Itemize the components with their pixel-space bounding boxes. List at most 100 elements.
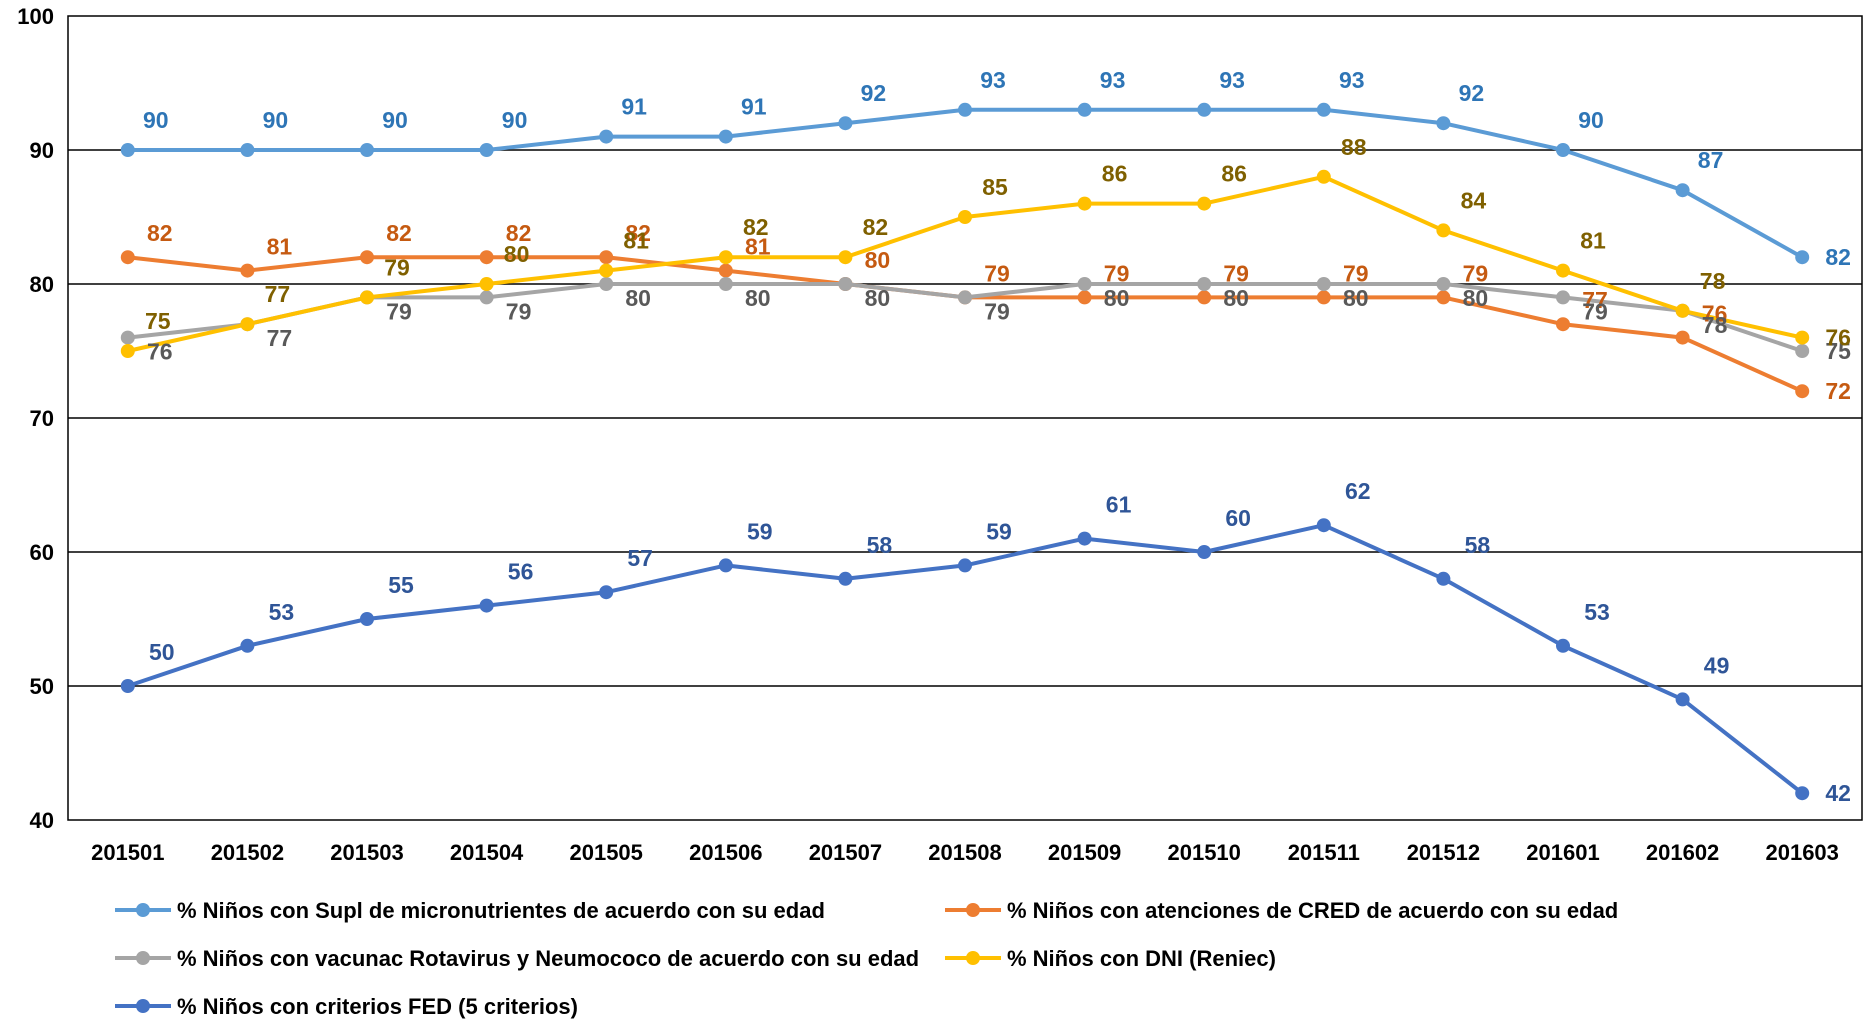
data-point	[958, 558, 972, 573]
data-label: 82	[743, 214, 769, 240]
data-point	[1077, 290, 1092, 305]
data-point	[1795, 344, 1810, 358]
legend-label: % Niños con vacunac Rotavirus y Neumococ…	[177, 946, 919, 971]
legend-swatch-marker	[136, 999, 150, 1013]
data-label: 85	[982, 174, 1008, 200]
data-label: 62	[1345, 478, 1371, 504]
data-point	[599, 585, 614, 600]
data-label: 82	[1825, 244, 1851, 270]
data-label: 76	[1702, 301, 1728, 327]
data-point	[360, 250, 374, 265]
data-point	[718, 558, 733, 573]
x-tick-label: 201603	[1765, 840, 1838, 865]
data-label: 55	[388, 572, 414, 598]
data-label: 82	[147, 220, 173, 246]
data-point	[718, 129, 733, 144]
data-label: 79	[386, 298, 412, 324]
data-point	[1316, 290, 1331, 305]
y-tick-label: 50	[30, 674, 54, 699]
data-point	[479, 277, 494, 291]
x-tick-label: 201503	[330, 840, 403, 865]
data-label: 60	[1225, 505, 1251, 531]
data-point	[1795, 250, 1810, 265]
data-label: 58	[867, 532, 893, 558]
data-point	[1197, 290, 1212, 305]
data-point	[1556, 143, 1570, 157]
data-label: 80	[1463, 285, 1489, 311]
data-label: 81	[745, 234, 771, 260]
data-label: 72	[1825, 378, 1851, 404]
data-label: 79	[1582, 298, 1608, 324]
legend-swatch-marker	[966, 903, 980, 917]
data-label: 81	[267, 234, 293, 260]
data-label: 77	[267, 325, 293, 351]
data-point	[1436, 277, 1451, 291]
data-point	[599, 263, 614, 278]
x-tick-label: 201504	[450, 840, 524, 865]
data-point	[838, 250, 853, 265]
series-line-2	[127, 255, 1804, 394]
data-label: 80	[1343, 285, 1369, 311]
data-label: 80	[865, 247, 891, 273]
data-point	[1556, 290, 1570, 305]
data-point	[1197, 102, 1212, 117]
data-point	[479, 143, 494, 157]
data-point	[958, 290, 972, 305]
data-label: 92	[861, 80, 887, 106]
x-tick-label: 201511	[1288, 840, 1360, 865]
data-label: 80	[625, 285, 651, 311]
data-label: 82	[625, 220, 651, 246]
data-point	[479, 598, 494, 613]
data-point	[838, 571, 853, 586]
data-label: 91	[741, 94, 767, 120]
data-point	[1795, 384, 1810, 399]
data-label: 79	[1343, 260, 1369, 286]
data-label: 77	[1582, 287, 1608, 313]
data-point	[1077, 196, 1092, 211]
data-label: 79	[506, 298, 532, 324]
data-label: 92	[1459, 80, 1485, 106]
data-label: 50	[149, 639, 175, 665]
x-tick-label: 201501	[91, 840, 164, 865]
data-label: 87	[1698, 147, 1724, 173]
data-point	[479, 290, 494, 305]
data-label: 57	[627, 545, 653, 571]
data-point	[599, 250, 614, 265]
y-tick-label: 90	[30, 138, 54, 163]
y-tick-label: 80	[30, 272, 54, 297]
data-point	[360, 143, 374, 157]
data-label: 79	[384, 254, 410, 280]
x-tick-label: 201509	[1048, 840, 1121, 865]
x-tick-label: 201506	[689, 840, 762, 865]
data-label: 78	[1700, 268, 1726, 294]
series-line-4	[127, 174, 1803, 353]
data-point	[479, 250, 494, 265]
data-label: 58	[1465, 532, 1491, 558]
legend-swatch-marker	[966, 951, 980, 965]
data-label: 53	[1584, 599, 1610, 625]
data-point	[1436, 223, 1451, 238]
data-label: 56	[508, 559, 534, 585]
data-point	[240, 143, 255, 157]
data-label: 80	[1104, 285, 1130, 311]
data-point	[120, 143, 135, 157]
data-label: 42	[1825, 780, 1851, 806]
data-point	[1197, 545, 1212, 559]
data-label: 75	[145, 308, 171, 334]
data-point	[120, 344, 135, 358]
data-point	[1316, 518, 1331, 533]
data-point	[1197, 196, 1212, 211]
data-point	[360, 290, 374, 305]
data-point	[958, 210, 972, 224]
data-label: 84	[1461, 187, 1487, 213]
y-tick-label: 40	[30, 808, 54, 833]
data-label: 59	[986, 518, 1012, 544]
x-tick-label: 201508	[928, 840, 1001, 865]
x-tick-label: 201510	[1167, 840, 1240, 865]
legend-swatch-marker	[136, 903, 150, 917]
data-label: 76	[1825, 325, 1851, 351]
data-label: 90	[263, 107, 289, 133]
data-label: 93	[1100, 67, 1126, 93]
data-point	[1316, 277, 1331, 291]
